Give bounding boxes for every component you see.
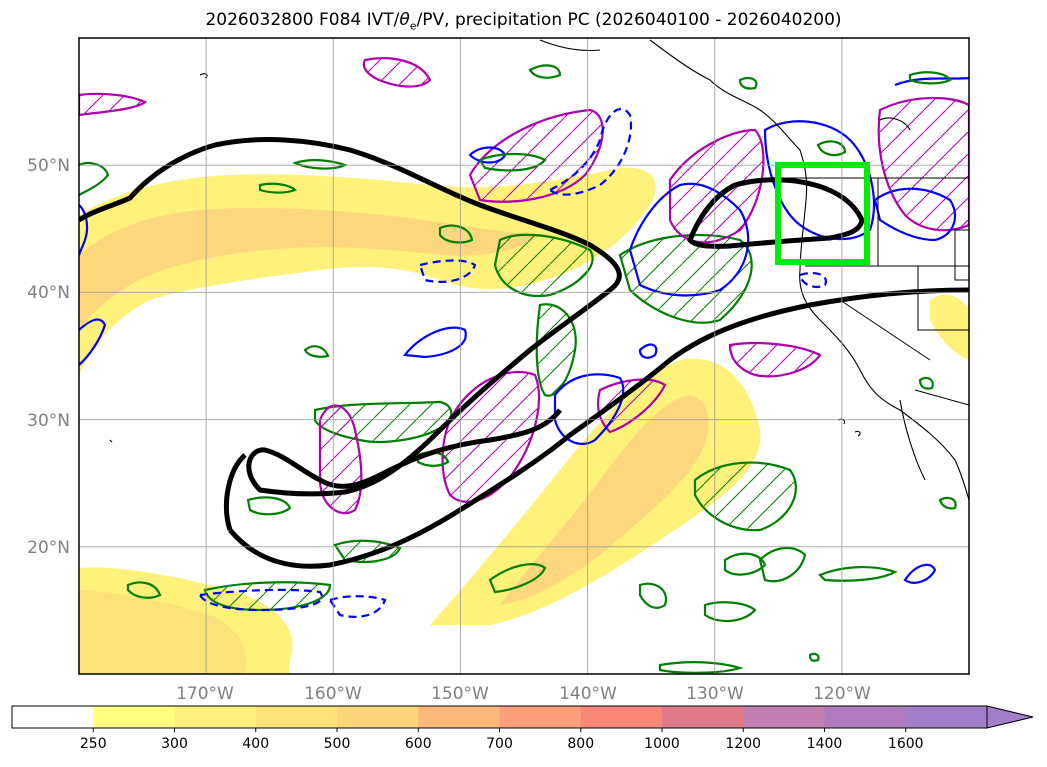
- map-frame: [78, 37, 970, 675]
- ivt-plume-north-inner: [79, 207, 540, 330]
- title-theta: θ: [399, 10, 410, 30]
- ivt-east: [930, 294, 969, 360]
- colorbar-segment: [580, 706, 663, 728]
- colorbar-tick-label: 400: [242, 736, 269, 752]
- lat-label-20: 20°N: [27, 538, 70, 558]
- colorbar-segment: [93, 706, 175, 728]
- title-prefix: 2026032800 F084 IVT/: [205, 10, 400, 30]
- theta-e-contour-main: [79, 137, 622, 497]
- colorbar-segment: [255, 706, 338, 728]
- colorbar-tick-label: 1200: [725, 736, 761, 752]
- colorbar-tick-label: 600: [405, 736, 432, 752]
- colorbar-tick-label: 1400: [807, 736, 843, 752]
- lon-label-160w: 160°W: [304, 684, 362, 704]
- colorbar-segment: [824, 706, 907, 728]
- lon-label-120w: 120°W: [813, 684, 871, 704]
- lon-label-140w: 140°W: [559, 684, 617, 704]
- ivt-southwest-inner: [79, 590, 247, 674]
- longitude-labels: 170°W 160°W 150°W 140°W 130°W 120°W: [176, 684, 871, 704]
- colorbar-tick-label: 800: [567, 736, 594, 752]
- colorbar-extend-arrow: [986, 705, 1034, 729]
- chart-title: 2026032800 F084 IVT/θe/PV, precipitation…: [0, 10, 1047, 32]
- political-borders: [780, 177, 969, 406]
- pv-negative-contours: [79, 76, 969, 584]
- colorbar-segment: [337, 706, 419, 728]
- gridlines: [79, 38, 969, 674]
- lat-label-40: 40°N: [27, 283, 70, 303]
- lat-label-30: 30°N: [27, 411, 70, 431]
- colorbar: 250 300 400 500 600 700 800 1000 1200 1400 1600: [11, 705, 1034, 752]
- colorbar-segment: [174, 706, 257, 728]
- colorbar-tick-label: 1000: [644, 736, 680, 752]
- colorbar-segment: [743, 706, 825, 728]
- colorbar-tick-label: 700: [486, 736, 513, 752]
- colorbar-tick-label: 300: [161, 736, 188, 752]
- latitude-labels: 50°N 40°N 30°N 20°N: [27, 156, 70, 558]
- lon-label-150w: 150°W: [431, 684, 489, 704]
- colorbar-tick-label: 500: [324, 736, 351, 752]
- theta-e-contour-loop: [687, 177, 865, 249]
- theta-e-contours: [79, 137, 969, 569]
- title-suffix: /PV, precipitation PC (2026040100 - 2026…: [416, 10, 842, 30]
- pv-positive-contours: [79, 64, 957, 674]
- pv-dashed-contours: [198, 108, 828, 618]
- colorbar-tick-label: 1600: [888, 736, 924, 752]
- colorbar-segment: [418, 706, 500, 728]
- lon-label-130w: 130°W: [686, 684, 744, 704]
- colorbar-segment: [662, 706, 744, 728]
- colorbar-segment: [12, 706, 94, 728]
- lon-label-170w: 170°W: [176, 684, 234, 704]
- colorbar-segment: [499, 706, 582, 728]
- title-theta-sub: e: [409, 19, 417, 33]
- map-layers: [79, 38, 969, 674]
- colorbar-tick-label: 250: [80, 736, 107, 752]
- colorbar-segment: [905, 706, 988, 728]
- lat-label-50: 50°N: [27, 156, 70, 176]
- ivt-plume-south-inner: [500, 395, 709, 605]
- theta-e-contour-south: [228, 287, 969, 569]
